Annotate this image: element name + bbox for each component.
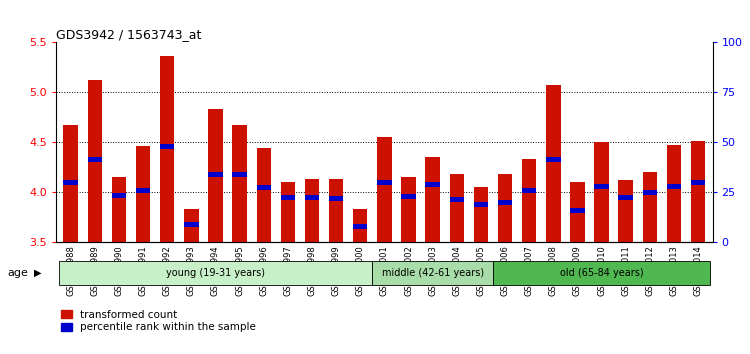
Bar [184, 222, 199, 227]
Bar [449, 175, 464, 242]
Bar [546, 85, 560, 242]
Bar [329, 196, 344, 201]
Bar [377, 137, 392, 242]
Bar [160, 144, 175, 149]
Bar [449, 197, 464, 202]
Bar [619, 181, 633, 242]
Bar [112, 177, 126, 242]
Bar [493, 261, 710, 285]
Bar [522, 188, 536, 193]
Bar [58, 261, 372, 285]
Bar [88, 80, 102, 242]
Bar [594, 143, 609, 242]
Bar [691, 180, 705, 185]
Bar [498, 175, 512, 242]
Text: old (65-84 years): old (65-84 years) [560, 268, 644, 278]
Bar [256, 148, 271, 242]
Legend: transformed count, percentile rank within the sample: transformed count, percentile rank withi… [62, 310, 256, 332]
Bar [570, 208, 585, 213]
Bar [377, 180, 392, 185]
Bar [232, 125, 247, 242]
Bar [353, 210, 368, 242]
Bar [160, 57, 175, 242]
Bar [425, 182, 439, 187]
Bar [112, 193, 126, 198]
Bar [474, 202, 488, 207]
Bar [401, 194, 416, 199]
Bar [667, 145, 681, 242]
Bar [691, 142, 705, 242]
Bar [64, 125, 78, 242]
Bar [232, 172, 247, 177]
Text: young (19-31 years): young (19-31 years) [166, 268, 265, 278]
Bar [88, 157, 102, 162]
Bar [136, 147, 150, 242]
Text: age: age [8, 268, 28, 278]
Bar [329, 179, 344, 242]
Text: ▶: ▶ [34, 268, 41, 278]
Bar [643, 190, 657, 195]
Bar [401, 177, 416, 242]
Bar [256, 185, 271, 190]
Bar [643, 172, 657, 242]
Bar [619, 195, 633, 200]
Bar [546, 157, 560, 162]
Bar [474, 188, 488, 242]
Bar [353, 224, 368, 229]
Text: middle (42-61 years): middle (42-61 years) [382, 268, 484, 278]
Bar [594, 184, 609, 189]
Bar [64, 180, 78, 185]
Bar [498, 200, 512, 205]
Bar [570, 183, 585, 242]
Bar [372, 261, 493, 285]
Bar [209, 172, 223, 177]
Bar [280, 183, 295, 242]
Bar [667, 184, 681, 189]
Bar [304, 195, 320, 200]
Bar [184, 210, 199, 242]
Bar [209, 109, 223, 242]
Bar [280, 195, 295, 200]
Bar [136, 188, 150, 193]
Text: GDS3942 / 1563743_at: GDS3942 / 1563743_at [56, 28, 202, 41]
Bar [522, 160, 536, 242]
Bar [304, 179, 320, 242]
Bar [425, 158, 439, 242]
